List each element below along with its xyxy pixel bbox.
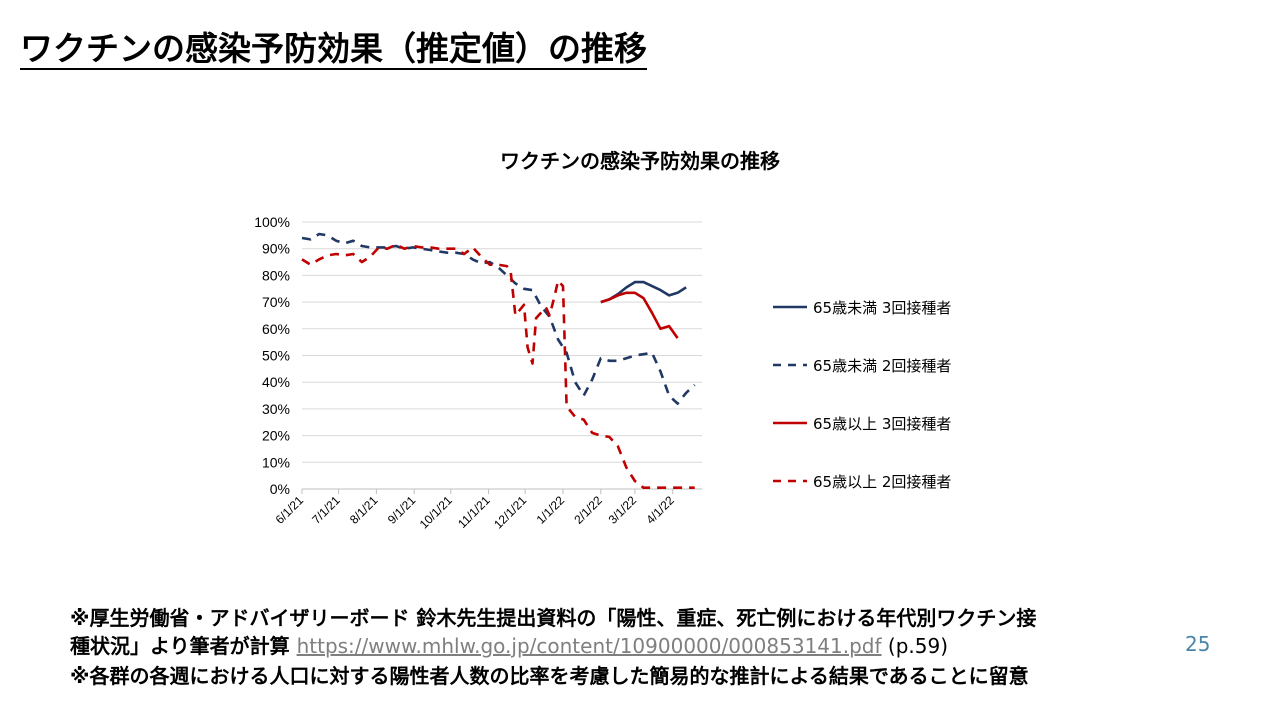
x-tick-label: 12/1/21 bbox=[491, 493, 529, 531]
y-tick-label: 50% bbox=[262, 348, 290, 364]
x-tick-label: 1/1/22 bbox=[534, 493, 568, 527]
y-tick-label: 70% bbox=[262, 294, 290, 310]
y-tick-label: 40% bbox=[262, 374, 290, 390]
x-tick-label: 6/1/21 bbox=[273, 493, 307, 527]
page-reference: (p.59) bbox=[881, 634, 949, 658]
legend-label: 65歳以上 2回接種者 bbox=[813, 473, 951, 491]
footnote-source: ※厚生労働省・アドバイザリーボード 鈴木先生提出資料の「陽性、重症、死亡例におけ… bbox=[70, 606, 1037, 630]
x-tick-label: 8/1/21 bbox=[347, 493, 381, 527]
footnote-note: ※各群の各週における人口に対する陽性者人数の比率を考慮した簡易的な推計による結果… bbox=[70, 664, 1029, 688]
x-tick-label: 3/1/22 bbox=[606, 493, 640, 527]
y-tick-label: 100% bbox=[254, 214, 290, 230]
legend-label: 65歳未満 3回接種者 bbox=[813, 299, 951, 317]
legend-label: 65歳以上 3回接種者 bbox=[813, 415, 951, 433]
x-tick-label: 7/1/21 bbox=[309, 493, 343, 527]
series-line bbox=[600, 291, 679, 339]
x-tick-label: 11/1/21 bbox=[455, 493, 493, 531]
y-tick-label: 80% bbox=[262, 267, 290, 283]
page-number: 25 bbox=[1185, 632, 1211, 656]
source-link[interactable]: https://www.mhlw.go.jp/content/10900000/… bbox=[296, 634, 882, 658]
footnote-source-cont: 種状況」より筆者が計算 https://www.mhlw.go.jp/conte… bbox=[70, 630, 948, 659]
x-tick-label: 9/1/21 bbox=[385, 493, 419, 527]
x-tick-label: 2/1/22 bbox=[571, 493, 605, 527]
y-tick-label: 20% bbox=[262, 428, 290, 444]
x-tick-label: 4/1/22 bbox=[643, 493, 677, 527]
series-line bbox=[301, 232, 696, 405]
series-line bbox=[301, 243, 695, 489]
chart-title: ワクチンの感染予防効果の推移 bbox=[500, 149, 780, 173]
y-tick-label: 60% bbox=[262, 321, 290, 337]
y-tick-label: 30% bbox=[262, 401, 290, 417]
legend-label: 65歳未満 2回接種者 bbox=[813, 357, 951, 375]
footnote-text: 種状況」より筆者が計算 bbox=[70, 634, 297, 658]
slide-title: ワクチンの感染予防効果（推定値）の推移 bbox=[20, 29, 647, 68]
y-tick-label: 10% bbox=[262, 454, 290, 470]
x-tick-label: 10/1/21 bbox=[417, 493, 455, 531]
y-tick-label: 90% bbox=[262, 241, 290, 257]
y-tick-label: 0% bbox=[270, 481, 290, 497]
